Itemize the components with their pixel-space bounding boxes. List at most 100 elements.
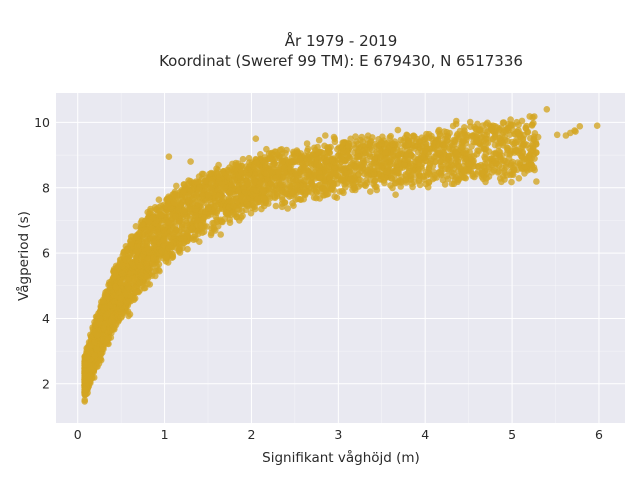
data-point: [111, 270, 119, 277]
data-point: [147, 205, 154, 213]
data-point: [366, 166, 374, 173]
data-point: [469, 172, 477, 180]
data-point: [529, 142, 536, 150]
data-point: [508, 138, 516, 146]
data-point: [345, 142, 353, 149]
data-point: [281, 164, 288, 171]
data-point: [179, 198, 186, 206]
data-point: [117, 294, 125, 302]
data-point: [421, 146, 429, 154]
data-point: [182, 217, 190, 225]
data-point: [252, 135, 260, 142]
data-point: [435, 126, 443, 134]
data-point: [430, 140, 438, 148]
data-point: [300, 164, 307, 172]
data-point: [81, 361, 88, 368]
data-point: [265, 185, 272, 192]
data-point: [428, 132, 435, 140]
data-point: [254, 195, 261, 203]
x-tick-label: 6: [595, 427, 603, 442]
data-point: [243, 195, 251, 202]
data-point: [521, 170, 528, 177]
data-point: [99, 298, 107, 305]
data-point: [198, 170, 206, 178]
data-point: [146, 281, 154, 288]
data-point: [329, 157, 336, 164]
data-point: [485, 165, 493, 172]
data-point: [523, 122, 530, 130]
data-point: [330, 133, 338, 141]
data-point: [262, 163, 269, 171]
data-point: [269, 161, 277, 168]
data-point: [199, 192, 206, 200]
x-tick-label: 4: [421, 427, 429, 442]
x-tick-label: 0: [74, 427, 82, 442]
data-point: [454, 167, 462, 175]
data-point: [193, 191, 200, 199]
data-point: [389, 140, 397, 148]
data-point: [119, 270, 126, 277]
data-point: [514, 159, 521, 166]
data-point: [498, 178, 505, 186]
data-point: [167, 243, 175, 251]
data-point: [508, 178, 515, 186]
data-point: [226, 187, 234, 195]
data-point: [118, 262, 126, 270]
data-point: [473, 150, 481, 158]
data-point: [247, 209, 255, 217]
data-point: [367, 188, 374, 195]
data-point: [124, 284, 132, 292]
data-points: [81, 106, 601, 405]
data-point: [100, 324, 107, 332]
data-point: [530, 136, 538, 143]
data-point: [285, 182, 293, 189]
data-point: [169, 252, 176, 259]
data-point: [378, 140, 385, 147]
data-point: [497, 156, 505, 163]
data-point: [501, 127, 509, 134]
x-tick-label: 2: [247, 427, 255, 442]
data-point: [316, 195, 324, 202]
data-point: [500, 173, 507, 180]
data-point: [499, 119, 507, 126]
x-tick-label: 5: [508, 427, 516, 442]
data-point: [326, 163, 333, 170]
data-point: [215, 177, 223, 184]
data-point: [292, 170, 300, 177]
data-point: [307, 157, 315, 164]
data-point: [444, 175, 452, 183]
data-point: [144, 255, 152, 262]
data-point: [513, 146, 520, 154]
data-point: [278, 203, 286, 211]
data-point: [215, 161, 222, 169]
data-point: [461, 124, 468, 131]
data-point: [238, 196, 246, 203]
data-point: [339, 139, 347, 146]
data-point: [150, 254, 157, 262]
data-point: [418, 152, 426, 160]
data-point: [468, 133, 475, 140]
data-point: [491, 122, 499, 130]
data-point: [426, 162, 434, 169]
data-point: [268, 169, 276, 176]
data-point: [315, 149, 323, 156]
data-point: [347, 161, 355, 168]
data-point: [116, 300, 124, 308]
data-point: [263, 169, 271, 176]
data-point: [162, 202, 169, 210]
data-point: [125, 298, 133, 305]
data-point: [304, 145, 312, 153]
data-point: [411, 178, 418, 186]
data-point: [153, 262, 160, 270]
data-point: [142, 272, 150, 280]
data-point: [134, 243, 141, 250]
data-point: [187, 158, 194, 165]
data-point: [379, 133, 386, 141]
data-point: [401, 161, 408, 168]
data-point: [346, 181, 354, 188]
data-point: [338, 187, 346, 195]
data-point: [344, 152, 351, 160]
data-point: [143, 238, 150, 245]
data-point: [448, 161, 456, 169]
